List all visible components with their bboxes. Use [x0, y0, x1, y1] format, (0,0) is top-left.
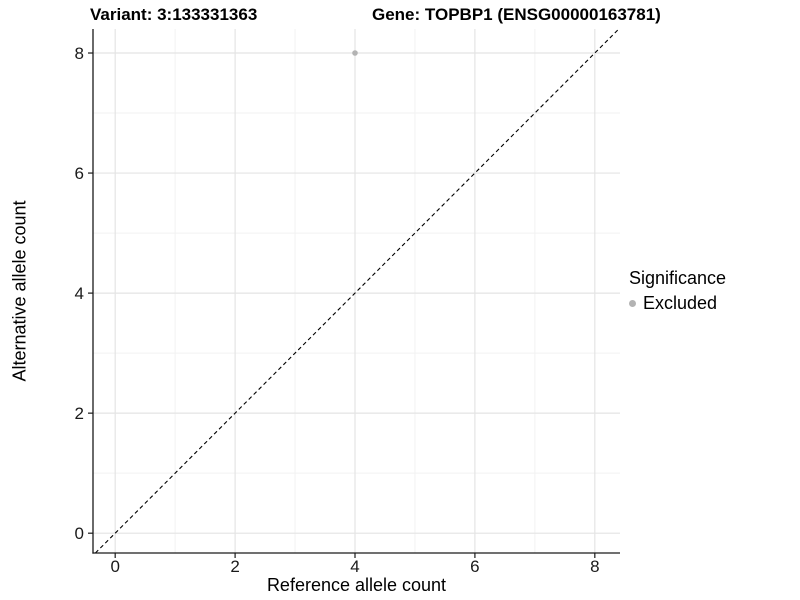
x-tick-label: 8	[590, 557, 599, 576]
y-tick-label: 6	[75, 164, 84, 183]
y-tick-label: 2	[75, 404, 84, 423]
data-point	[352, 50, 358, 56]
variant-title: Variant: 3:133331363	[90, 5, 258, 24]
x-tick-label: 4	[350, 557, 359, 576]
x-tick-label: 6	[470, 557, 479, 576]
y-tick-label: 8	[75, 44, 84, 63]
legend-entry-excluded: Excluded	[629, 293, 726, 314]
legend: Significance Excluded	[629, 268, 726, 314]
x-tick-label: 2	[230, 557, 239, 576]
y-axis-title: Alternative allele count	[9, 200, 30, 382]
identity-dashed-line	[95, 28, 620, 554]
x-tick-label: 0	[110, 557, 119, 576]
gene-title: Gene: TOPBP1 (ENSG00000163781)	[372, 5, 661, 24]
legend-entry-label: Excluded	[643, 293, 718, 313]
legend-title: Significance	[629, 268, 727, 288]
x-axis-title: Reference allele count	[266, 575, 447, 595]
y-tick-label: 0	[75, 524, 84, 543]
excluded-point-icon	[629, 300, 636, 307]
y-tick-label: 4	[75, 284, 84, 303]
